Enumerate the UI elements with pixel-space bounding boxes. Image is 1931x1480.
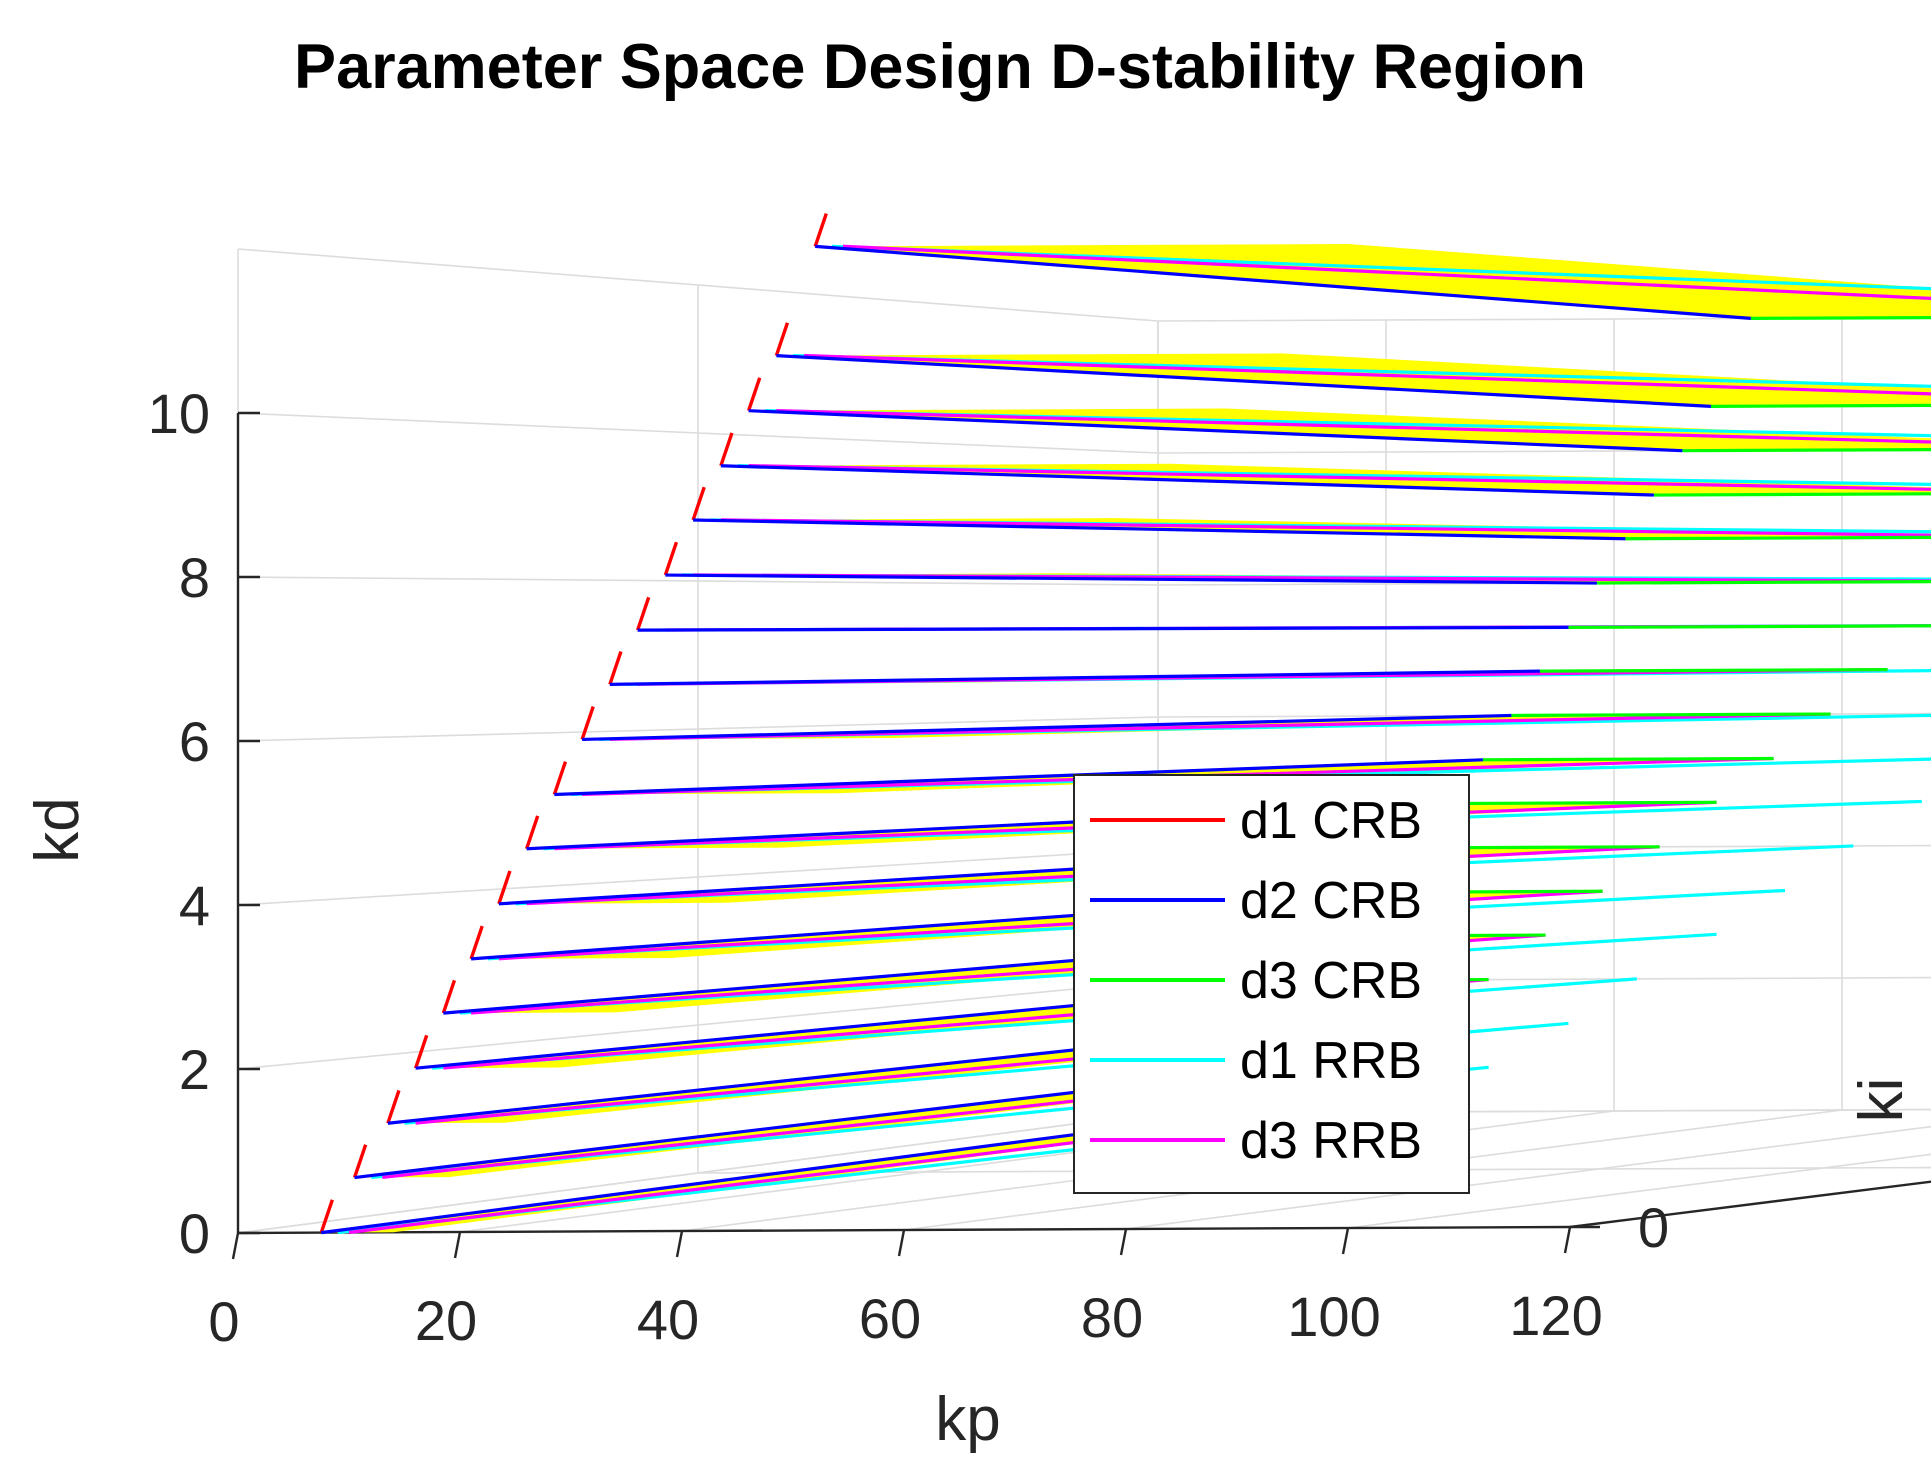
d3-rrb-line [804, 353, 1931, 396]
tick-labels: 02040608010012002468100100200 [148, 382, 1669, 1353]
z-tick-label: 0 [179, 1202, 210, 1265]
gridline [237, 980, 1159, 1070]
d3-crb-line [1482, 756, 1774, 762]
legend-label: d2 CRB [1240, 872, 1422, 930]
d3-crb-line [1568, 624, 1931, 630]
x-tick [897, 1229, 906, 1257]
d1-crb-line [552, 761, 568, 796]
x-tick-label: 80 [1081, 1286, 1143, 1349]
legend: d1 CRB d2 CRB d3 CRB d1 RRB d3 RRB [1073, 774, 1470, 1194]
d1-crb-line [319, 1199, 334, 1234]
d1-crb-line [386, 1089, 401, 1124]
x-tick-label: 60 [859, 1287, 921, 1350]
chart-title: Parameter Space Design D-stability Regio… [294, 32, 1586, 102]
y-tick-label: 0 [1638, 1196, 1669, 1259]
d1-crb-line [352, 1144, 368, 1179]
d2-crb-line [720, 464, 1654, 497]
x-tick [1341, 1227, 1350, 1255]
gridline [1157, 712, 1931, 718]
d1-crb-line [719, 432, 734, 467]
d1-crb-line [524, 815, 540, 850]
region-slice [776, 353, 1931, 407]
gridline [237, 412, 1159, 454]
d3-crb-line [1682, 448, 1931, 453]
d2-crb-line [665, 573, 1597, 585]
d2-crb-line [637, 625, 1569, 632]
gridline [237, 716, 1159, 742]
x-tick [453, 1231, 462, 1259]
x-axis-label: kp [935, 1385, 1000, 1454]
d1-crb-line [608, 650, 623, 685]
gridline [237, 848, 1159, 906]
x-tick-label: 120 [1509, 1284, 1602, 1347]
d2-crb-line [776, 354, 1711, 408]
y-axis-line [1569, 1180, 1931, 1229]
legend-label: d1 RRB [1240, 1032, 1422, 1090]
d3-rrb-line [720, 518, 1931, 537]
d1-crb-line [663, 541, 679, 576]
d3-crb-line [1511, 712, 1831, 718]
gridline [237, 576, 1159, 586]
d1-crb-line [813, 213, 828, 247]
d2-crb-line [554, 758, 1483, 797]
d3-crb-line [1625, 535, 1931, 541]
d1-rrb-line [792, 353, 1931, 388]
d1-crb-line [413, 1034, 429, 1069]
d1-crb-line [497, 870, 512, 905]
y-axis-label: ki [1847, 1078, 1916, 1123]
x-tick [675, 1230, 684, 1258]
d2-crb-line [748, 409, 1683, 453]
d1-crb-line [469, 925, 484, 960]
z-tick-label: 4 [179, 874, 210, 937]
x-tick [231, 1232, 240, 1260]
d1-crb-line [580, 706, 595, 740]
x-tick-label: 0 [208, 1290, 239, 1353]
z-tick-label: 8 [179, 546, 210, 609]
legend-label: d1 CRB [1240, 792, 1422, 850]
axes [231, 411, 1931, 1260]
z-tick-label: 6 [179, 710, 210, 773]
x-tick-label: 100 [1287, 1285, 1380, 1348]
d3-crb-line [1539, 667, 1888, 673]
legend-box [1073, 774, 1470, 1194]
d1-crb-line [635, 596, 651, 631]
region-slice [815, 244, 1931, 319]
legend-label: d3 RRB [1240, 1112, 1422, 1170]
d3-rrb-line [776, 408, 1931, 444]
d3-rrb-line [609, 712, 1831, 741]
z-tick-label: 10 [148, 382, 210, 445]
d2-crb-line [582, 713, 1512, 742]
z-axis-label: kd [23, 797, 92, 862]
d3-crb-line [1653, 492, 1931, 497]
d1-crb-line [746, 377, 762, 412]
d1-rrb-line [831, 244, 1931, 291]
gridline [237, 248, 1159, 322]
d2-crb-line [609, 669, 1540, 686]
x-tick [1563, 1226, 1572, 1254]
d1-crb-line [441, 979, 457, 1014]
x-tick-label: 40 [637, 1288, 699, 1351]
d3-crb-line [1454, 800, 1717, 806]
d3-crb-line [1596, 580, 1931, 585]
x-tick [1119, 1228, 1128, 1256]
d1-crb-line [774, 322, 790, 357]
d3-rrb-line [842, 244, 1931, 301]
d3-rrb-line [748, 464, 1931, 491]
d2-crb-line [815, 244, 1751, 320]
d1-crb-line [691, 486, 706, 521]
z-tick-label: 2 [179, 1038, 210, 1101]
d3-crb-line [1750, 316, 1931, 320]
d2-crb-line [693, 518, 1626, 541]
d3-crb-line [1710, 403, 1931, 408]
legend-label: d3 CRB [1240, 952, 1422, 1010]
x-tick-label: 20 [415, 1289, 477, 1352]
